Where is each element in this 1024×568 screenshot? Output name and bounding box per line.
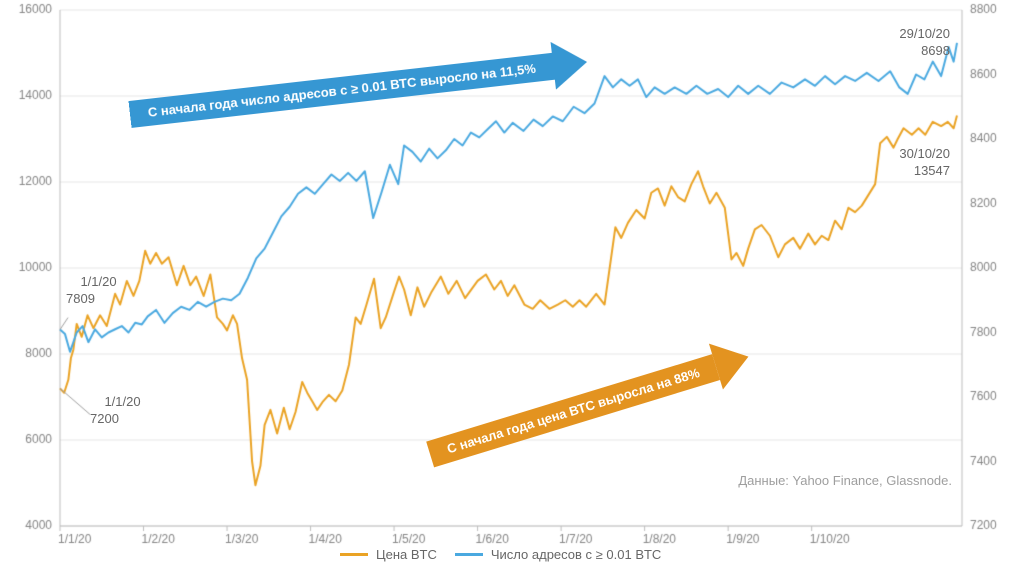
legend-swatch-icon bbox=[340, 553, 368, 556]
legend-label: Число адресов с ≥ 0.01 BTC bbox=[491, 547, 661, 562]
legend-item-price: Цена BTC bbox=[340, 547, 437, 562]
chart-container: 1/1/207809 1/1/207200 29/10/208698 30/10… bbox=[0, 0, 1024, 568]
label-price-start: 1/1/207200 bbox=[90, 378, 141, 443]
legend: Цена BTC Число адресов с ≥ 0.01 BTC bbox=[340, 547, 661, 562]
arrow-head-icon bbox=[551, 38, 590, 90]
label-addresses-end: 29/10/208698 bbox=[885, 10, 950, 75]
legend-item-addresses: Число адресов с ≥ 0.01 BTC bbox=[455, 547, 661, 562]
source-note: Данные: Yahoo Finance, Glassnode. bbox=[738, 473, 952, 488]
legend-swatch-icon bbox=[455, 553, 483, 556]
label-price-end: 30/10/2013547 bbox=[885, 130, 950, 195]
legend-label: Цена BTC bbox=[376, 547, 437, 562]
label-addresses-start: 1/1/207809 bbox=[66, 258, 117, 323]
